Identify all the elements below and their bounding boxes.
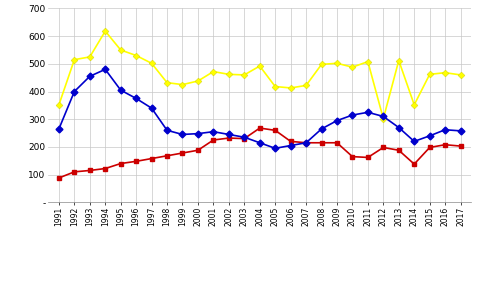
Italiani <box>56 127 61 131</box>
Stranieri <box>441 143 447 146</box>
Totale <box>272 85 277 88</box>
Stranieri <box>349 155 355 158</box>
Italiani <box>210 130 216 133</box>
Totale <box>195 79 201 83</box>
Totale <box>210 70 216 73</box>
Italiani <box>410 140 416 143</box>
Italiani <box>87 74 93 78</box>
Italiani <box>164 129 169 132</box>
Italiani <box>380 115 385 118</box>
Stranieri <box>210 138 216 142</box>
Italiani <box>102 68 108 71</box>
Stranieri <box>148 157 154 160</box>
Totale <box>118 48 123 52</box>
Line: Totale: Totale <box>56 29 462 121</box>
Totale <box>72 58 77 61</box>
Stranieri <box>56 176 61 180</box>
Italiani <box>287 144 293 147</box>
Italiani <box>441 128 447 132</box>
Italiani <box>302 141 308 144</box>
Italiani <box>133 97 139 100</box>
Totale <box>56 103 61 106</box>
Italiani <box>364 111 370 114</box>
Totale <box>395 59 401 62</box>
Totale <box>226 73 231 76</box>
Italiani <box>272 147 277 150</box>
Totale <box>302 84 308 87</box>
Totale <box>133 54 139 57</box>
Italiani <box>426 134 432 137</box>
Italiani <box>148 106 154 110</box>
Totale <box>334 62 339 65</box>
Stranieri <box>287 140 293 143</box>
Stranieri <box>195 149 201 152</box>
Totale <box>87 55 93 59</box>
Totale <box>179 83 185 86</box>
Totale <box>256 64 262 68</box>
Stranieri <box>102 167 108 170</box>
Stranieri <box>272 129 277 132</box>
Totale <box>457 73 463 77</box>
Italiani <box>118 89 123 92</box>
Totale <box>426 73 432 76</box>
Italiani <box>349 114 355 117</box>
Totale <box>380 117 385 120</box>
Stranieri <box>179 151 185 155</box>
Stranieri <box>226 136 231 140</box>
Stranieri <box>426 146 432 149</box>
Totale <box>410 103 416 106</box>
Line: Stranieri: Stranieri <box>56 126 462 180</box>
Italiani <box>457 129 463 133</box>
Stranieri <box>302 141 308 144</box>
Italiani <box>179 133 185 136</box>
Totale <box>349 65 355 69</box>
Totale <box>364 60 370 63</box>
Totale <box>287 86 293 90</box>
Totale <box>102 30 108 33</box>
Italiani <box>318 127 324 131</box>
Italiani <box>395 126 401 129</box>
Stranieri <box>380 146 385 149</box>
Stranieri <box>118 162 123 165</box>
Totale <box>318 63 324 66</box>
Stranieri <box>334 141 339 144</box>
Italiani <box>195 132 201 135</box>
Stranieri <box>133 160 139 163</box>
Stranieri <box>256 126 262 130</box>
Stranieri <box>87 169 93 172</box>
Stranieri <box>72 170 77 174</box>
Stranieri <box>318 141 324 144</box>
Italiani <box>72 90 77 93</box>
Italiani <box>334 119 339 122</box>
Totale <box>148 62 154 65</box>
Line: Italiani: Italiani <box>56 67 462 151</box>
Stranieri <box>410 162 416 166</box>
Stranieri <box>395 149 401 152</box>
Totale <box>241 73 247 77</box>
Italiani <box>226 133 231 136</box>
Totale <box>441 71 447 74</box>
Stranieri <box>457 144 463 148</box>
Italiani <box>241 135 247 139</box>
Italiani <box>256 141 262 144</box>
Stranieri <box>364 156 370 159</box>
Stranieri <box>164 154 169 157</box>
Totale <box>164 81 169 84</box>
Stranieri <box>241 137 247 140</box>
